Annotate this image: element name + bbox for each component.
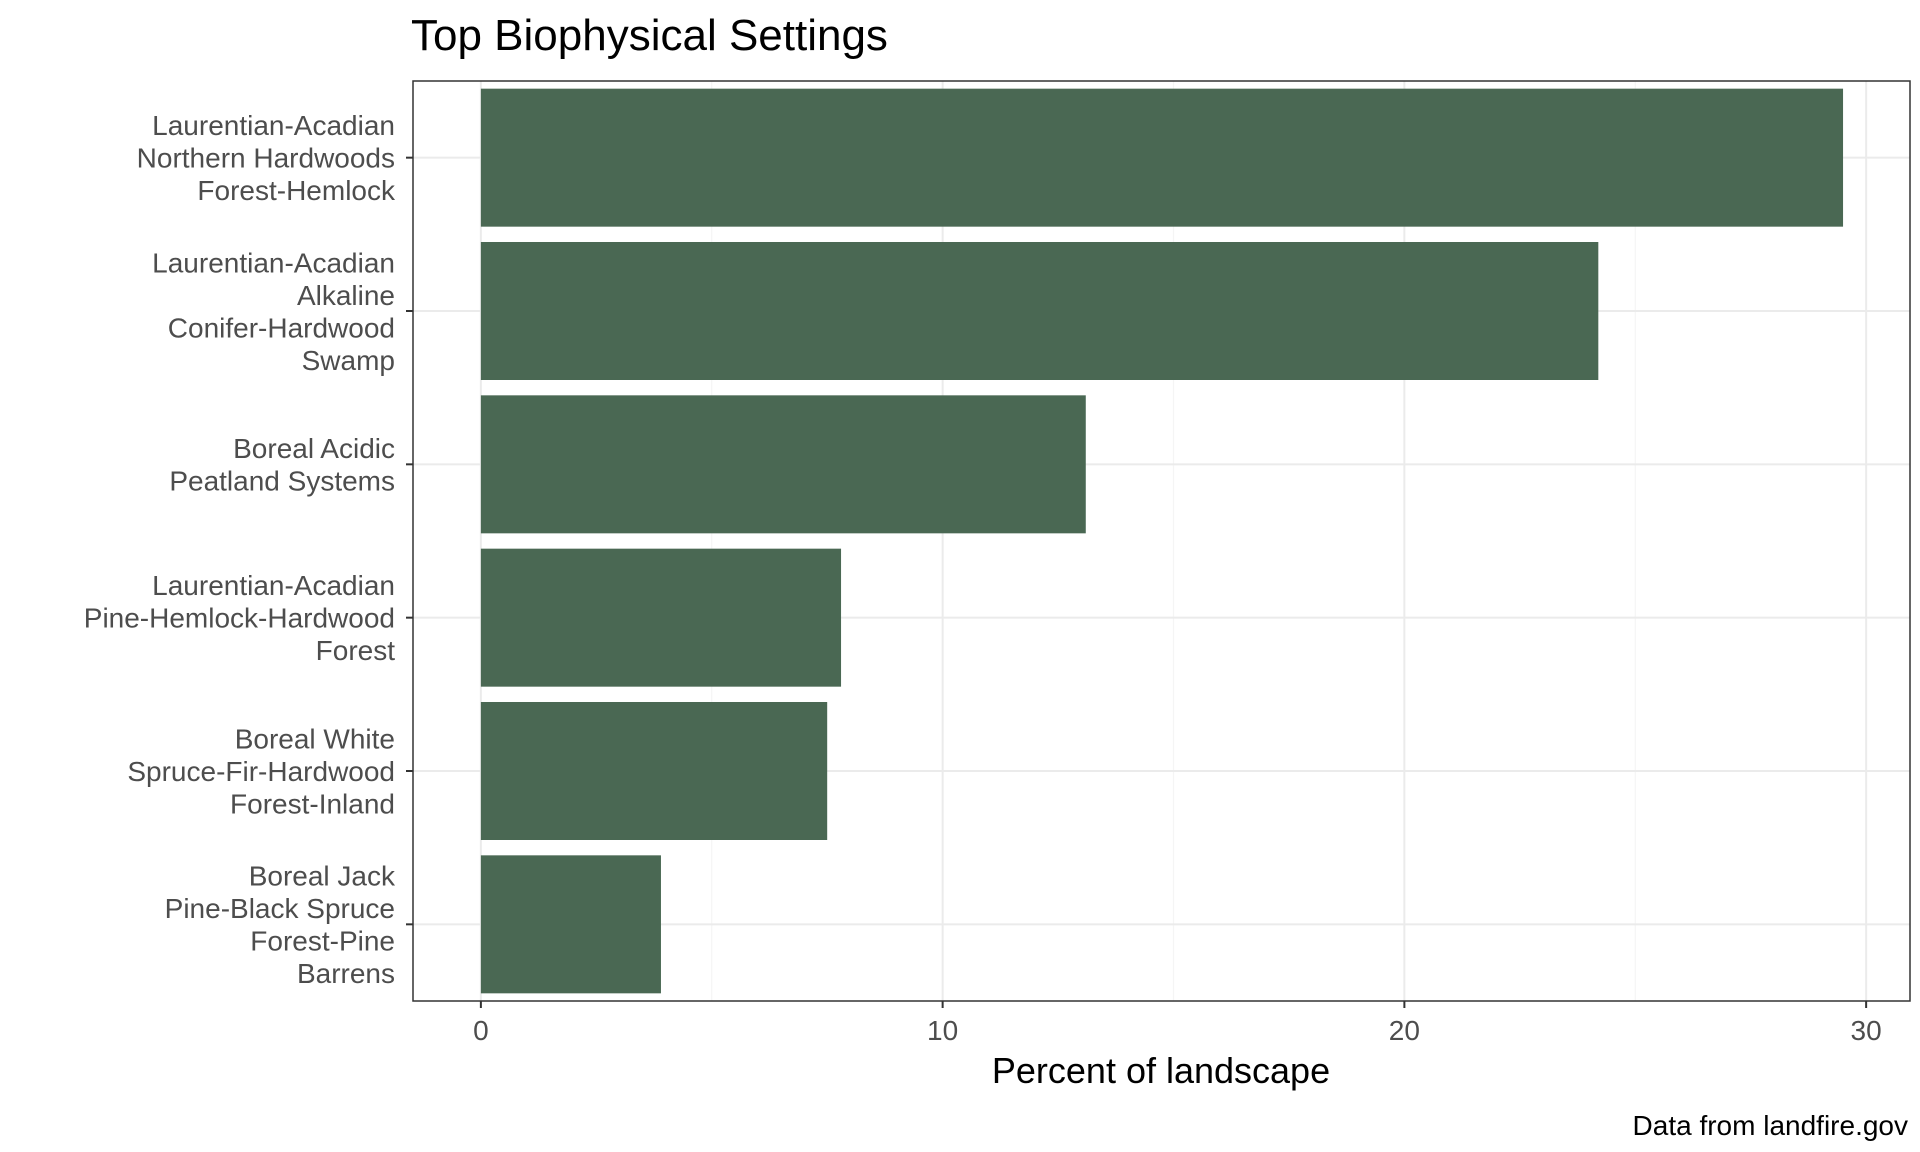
y-tick-label-line: Pine-Hemlock-Hardwood — [84, 603, 395, 634]
y-tick-label: Boreal Acidic Peatland Systems — [169, 433, 395, 497]
x-tick-label: 30 — [1851, 1015, 1882, 1046]
y-tick-label-line: Swamp — [302, 345, 395, 376]
y-tick-label: Laurentian-Acadian Northern Hardwoods Fore… — [137, 110, 396, 206]
y-tick-label-line: Laurentian-Acadian — [152, 110, 395, 141]
x-tick-label: 10 — [927, 1015, 958, 1046]
bars — [480, 88, 1844, 994]
caption: Data from landfire.gov — [1633, 1110, 1908, 1141]
y-tick-label: Laurentian-Acadian Pine-Hemlock-Hardwood F… — [84, 570, 395, 666]
y-tick-label-line: Boreal Jack — [249, 861, 396, 892]
y-tick-label-line: Boreal Acidic — [233, 433, 395, 464]
x-axis-title: Percent of landscape — [992, 1050, 1330, 1091]
y-tick-label-line: Conifer-Hardwood — [168, 312, 395, 343]
bar — [480, 88, 1844, 227]
y-axis: Laurentian-Acadian Northern Hardwoods Fore… — [84, 110, 413, 989]
y-tick-label-line: Forest-Hemlock — [197, 175, 396, 206]
y-tick-label: Laurentian-Acadian Alkaline Conifer-Hardwo… — [152, 247, 395, 376]
y-tick-label-line: Barrens — [297, 958, 395, 989]
chart-title: Top Biophysical Settings — [411, 11, 888, 60]
plot-panel-border — [412, 80, 1911, 1002]
x-tick-label: 20 — [1389, 1015, 1420, 1046]
y-tick-label-line: Forest-Inland — [230, 789, 395, 820]
x-axis: 0 10 20 30 — [473, 1001, 1882, 1046]
y-tick-label-line: Northern Hardwoods — [137, 143, 395, 174]
y-tick-label-line: Spruce-Fir-Hardwood — [127, 756, 395, 787]
y-tick-label-line: Peatland Systems — [169, 466, 395, 497]
y-tick-label-line: Laurentian-Acadian — [152, 570, 395, 601]
y-tick-label-line: Alkaline — [297, 280, 395, 311]
y-tick-label-line: Forest-Pine — [250, 926, 395, 957]
y-tick-label: Boreal Jack Pine-Black Spruce Forest-Pine B… — [165, 861, 396, 990]
bar — [480, 855, 661, 994]
x-tick-label: 0 — [473, 1015, 489, 1046]
y-tick-label-line: Boreal White — [235, 724, 395, 755]
bar — [480, 395, 1086, 534]
y-tick-label-line: Forest — [316, 635, 396, 666]
bar — [480, 548, 842, 687]
y-tick-label-line: Laurentian-Acadian — [152, 247, 395, 278]
bar — [480, 702, 828, 840]
bar — [480, 242, 1599, 380]
y-tick-label: Boreal White Spruce-Fir-Hardwood Forest-In… — [127, 724, 395, 820]
y-tick-label-line: Pine-Black Spruce — [165, 893, 395, 924]
